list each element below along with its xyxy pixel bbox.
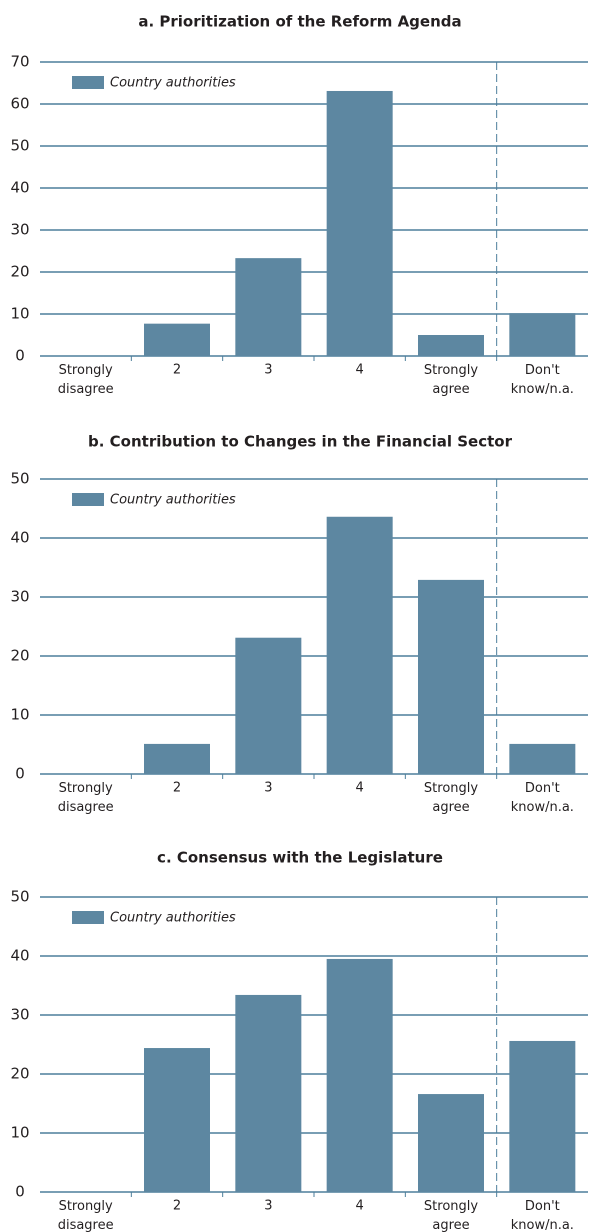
x-tick-label: Strongly disagree xyxy=(58,363,114,397)
legend-label: Country authorities xyxy=(110,493,236,508)
y-tick-label: 20 xyxy=(10,647,29,665)
bar xyxy=(326,516,393,774)
bar xyxy=(418,335,484,356)
y-tick-label: 20 xyxy=(10,1065,29,1083)
x-tick-label: Strongly disagree xyxy=(58,781,114,815)
bar xyxy=(144,1048,210,1192)
y-tick-label: 10 xyxy=(10,706,29,724)
x-tick-label: 2 xyxy=(173,363,181,378)
x-tick-label: 3 xyxy=(264,781,272,796)
legend-swatch xyxy=(72,76,104,89)
y-tick-label: 10 xyxy=(10,1124,29,1142)
x-tick-label: Strongly disagree xyxy=(58,1199,114,1232)
x-tick-label: 2 xyxy=(173,781,181,796)
y-tick-label: 20 xyxy=(10,263,29,281)
y-tick-label: 50 xyxy=(10,470,29,488)
legend-label: Country authorities xyxy=(110,911,236,926)
bar xyxy=(418,1094,484,1192)
y-tick-label: 50 xyxy=(10,888,29,906)
chart-title: b. Contribution to Changes in the Financ… xyxy=(88,433,513,451)
y-tick-label: 40 xyxy=(10,947,29,965)
chart: c. Consensus with the Legislature 0 10 20 30… xyxy=(10,849,588,1232)
bar xyxy=(509,1040,576,1192)
y-tick-label: 30 xyxy=(10,588,29,606)
x-tick-label: Strongly agree xyxy=(424,1199,478,1232)
x-tick-label: Don't know/n.a. xyxy=(511,781,574,815)
x-tick-label: Don't know/n.a. xyxy=(511,1199,574,1232)
chart: a. Prioritization of the Reform Agenda 0 1… xyxy=(10,13,588,397)
y-tick-label: 30 xyxy=(10,1006,29,1024)
x-tick-label: 4 xyxy=(356,1199,364,1214)
bar xyxy=(235,994,302,1192)
x-tick-label: Strongly agree xyxy=(424,363,478,397)
y-tick-label: 50 xyxy=(10,137,29,155)
y-tick-label: 40 xyxy=(10,179,29,197)
y-tick-label: 70 xyxy=(10,53,29,71)
legend-swatch xyxy=(72,493,104,506)
bar xyxy=(509,313,576,356)
x-tick-label: 4 xyxy=(356,363,364,378)
y-tick-label: 40 xyxy=(10,529,29,547)
legend-swatch xyxy=(72,911,104,924)
x-tick-label: Don't know/n.a. xyxy=(511,363,574,397)
y-tick-label: 0 xyxy=(15,1183,25,1201)
bar xyxy=(144,323,210,356)
y-tick-label: 60 xyxy=(10,95,29,113)
bar xyxy=(509,743,576,774)
chart-title: c. Consensus with the Legislature xyxy=(157,849,443,867)
bar xyxy=(235,637,302,774)
bar xyxy=(235,258,302,356)
y-tick-label: 0 xyxy=(15,347,25,365)
y-tick-label: 10 xyxy=(10,305,29,323)
x-tick-label: 4 xyxy=(356,781,364,796)
legend-label: Country authorities xyxy=(110,76,236,91)
y-tick-label: 0 xyxy=(15,765,25,783)
bar xyxy=(418,579,484,774)
bar xyxy=(326,90,393,356)
x-tick-label: 2 xyxy=(173,1199,181,1214)
x-tick-label: 3 xyxy=(264,1199,272,1214)
y-tick-label: 30 xyxy=(10,221,29,239)
bar xyxy=(144,743,210,774)
chart-title: a. Prioritization of the Reform Agenda xyxy=(138,13,461,31)
x-tick-label: Strongly agree xyxy=(424,781,478,815)
chart: b. Contribution to Changes in the Financ… xyxy=(10,433,588,815)
x-tick-label: 3 xyxy=(264,363,272,378)
bar xyxy=(326,958,393,1192)
